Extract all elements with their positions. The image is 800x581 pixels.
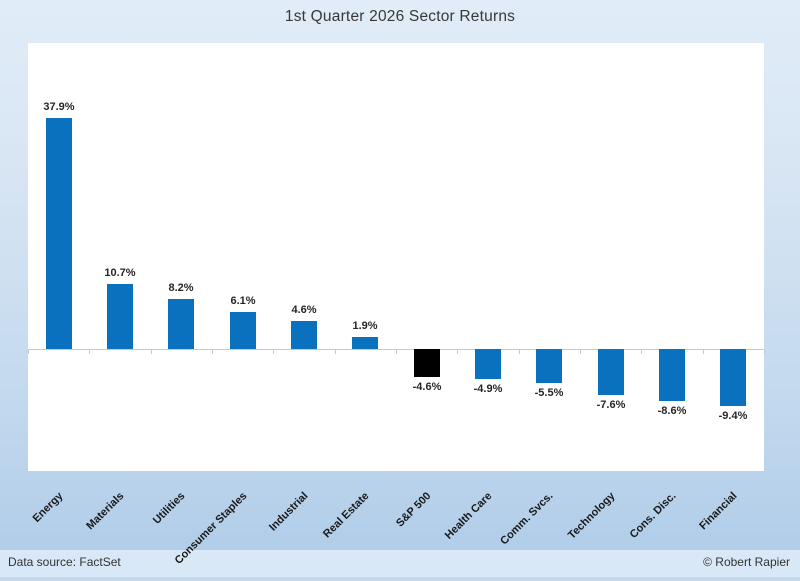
- bar-real-estate: [352, 337, 378, 349]
- bar-value-label: 6.1%: [230, 295, 256, 307]
- bar-consumer-staples: [230, 312, 256, 349]
- axis-tick: [703, 350, 704, 354]
- bar-value-label: -4.9%: [473, 383, 503, 395]
- zero-axis-line: [28, 349, 764, 350]
- bar-value-label: 10.7%: [104, 267, 136, 279]
- plot-area: [28, 43, 764, 471]
- bar-materials: [107, 284, 133, 349]
- axis-tick: [335, 350, 336, 354]
- bar-value-label: -7.6%: [596, 399, 626, 411]
- chart-title: 1st Quarter 2026 Sector Returns: [284, 8, 516, 25]
- axis-tick: [641, 350, 642, 354]
- bar-value-label: -9.4%: [718, 410, 748, 422]
- axis-tick: [457, 350, 458, 354]
- axis-tick: [89, 350, 90, 354]
- footer-bottom-line: [0, 577, 800, 581]
- axis-tick: [764, 350, 765, 354]
- bar-comm-svcs-: [536, 349, 562, 383]
- bar-financial: [720, 349, 746, 406]
- axis-tick: [28, 350, 29, 354]
- bar-value-label: 37.9%: [43, 101, 75, 113]
- bar-cons-disc-: [659, 349, 685, 401]
- bar-energy: [46, 118, 72, 349]
- bar-health-care: [475, 349, 501, 379]
- bar-utilities: [168, 299, 194, 349]
- axis-tick: [519, 350, 520, 354]
- axis-tick: [273, 350, 274, 354]
- bar-value-label: -5.5%: [534, 387, 564, 399]
- bar-technology: [598, 349, 624, 395]
- bar-value-label: 8.2%: [168, 282, 194, 294]
- copyright-note: © Robert Rapier: [703, 555, 790, 569]
- bar-s-p-500: [414, 349, 440, 377]
- bar-industrial: [291, 321, 317, 349]
- axis-tick: [212, 350, 213, 354]
- bar-value-label: 4.6%: [291, 304, 317, 316]
- axis-tick: [151, 350, 152, 354]
- footer-strip: [0, 550, 800, 577]
- bar-value-label: -8.6%: [657, 405, 687, 417]
- axis-tick: [396, 350, 397, 354]
- data-source-note: Data source: FactSet: [8, 555, 121, 569]
- axis-tick: [580, 350, 581, 354]
- bar-value-label: -4.6%: [412, 381, 442, 393]
- bar-value-label: 1.9%: [352, 320, 378, 332]
